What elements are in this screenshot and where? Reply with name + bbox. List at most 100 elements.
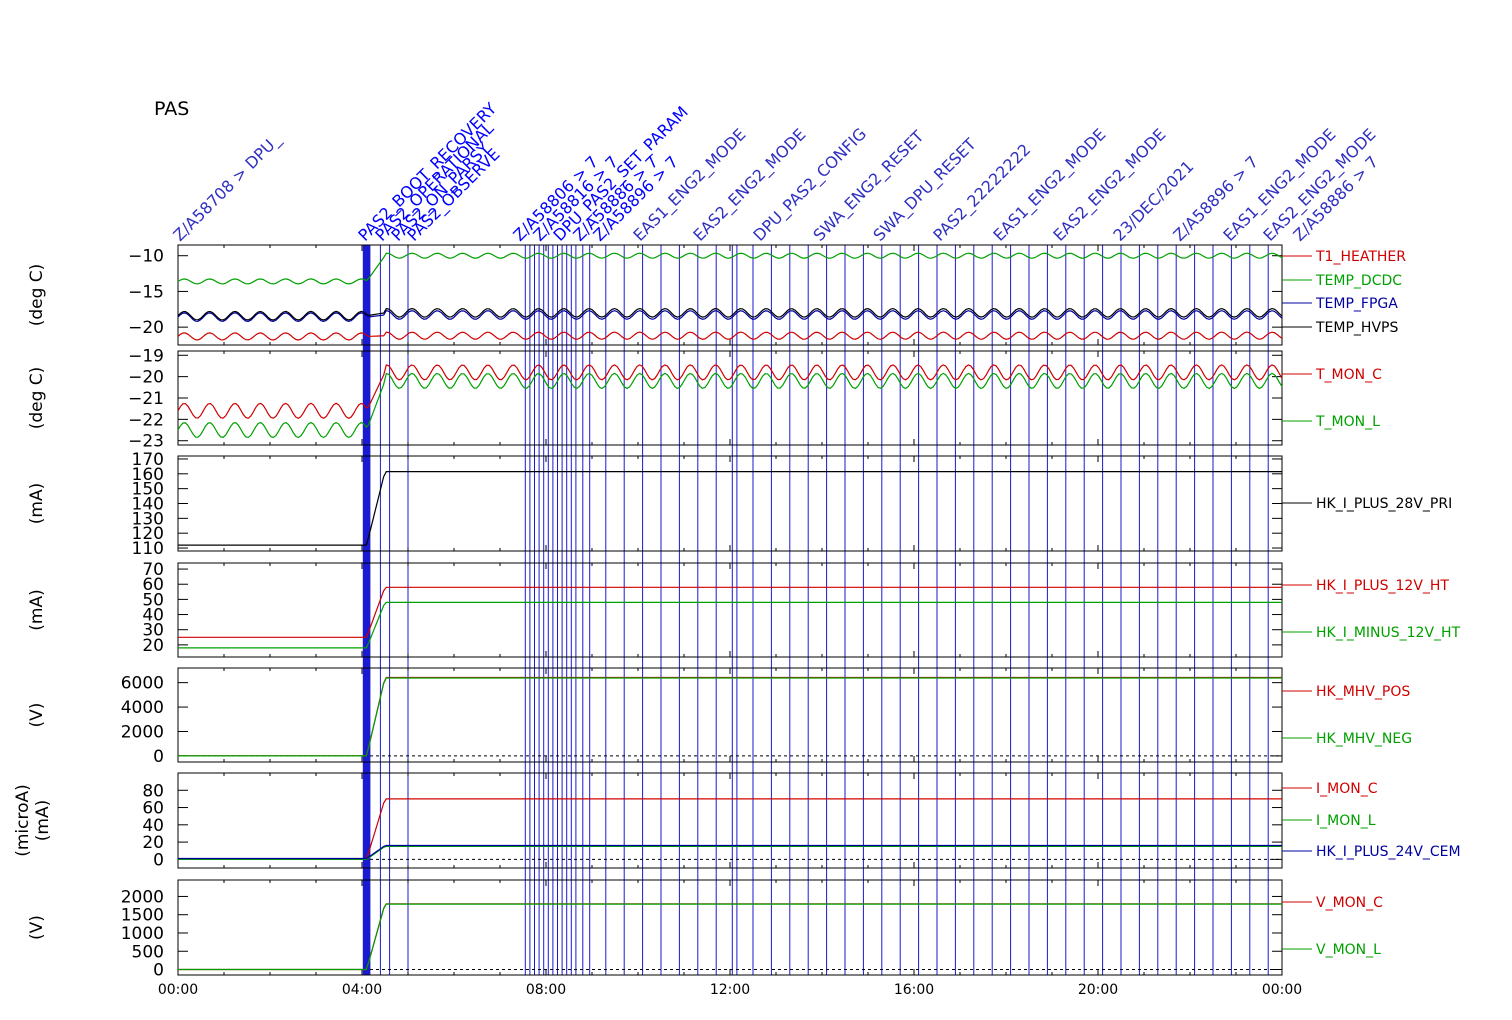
x-axis: 00:00 04:00 08:00 12:00 16:00 20:00 00:00 — [158, 982, 1302, 998]
legend-label: V_MON_C — [1316, 895, 1383, 911]
legend-label: HK_I_MINUS_12V_HT — [1316, 625, 1461, 641]
y-tick-label: 1500 — [121, 906, 164, 926]
y-tick-label: 110 — [132, 539, 164, 559]
panel-frame — [177, 879, 1283, 976]
panel-frame — [177, 244, 1283, 346]
series-line — [177, 310, 1283, 323]
y-axis-label: (deg C) — [27, 264, 47, 327]
y-tick-label: −23 — [128, 432, 164, 452]
panels-layer: −10 −15 −20 (deg C) T1_HEATHER TEMP_DCDC TEMP_… — [13, 244, 1461, 981]
y-tick-label: −10 — [128, 247, 164, 267]
series-line — [177, 364, 1283, 419]
legend-label: T_MON_L — [1315, 414, 1380, 430]
legend-label: HK_MHV_POS — [1316, 684, 1410, 700]
y-tick-label: 40 — [142, 606, 164, 626]
series-line — [178, 601, 1282, 649]
command-annotation: DPU_PAS2_CONFIG — [749, 124, 870, 245]
series-line — [177, 252, 1283, 285]
y-tick-label: 130 — [132, 509, 164, 529]
legend-label: T_MON_C — [1315, 367, 1382, 383]
y-tick-label: 20 — [142, 636, 164, 656]
panel-frame — [177, 562, 1283, 658]
y-tick-label: 500 — [132, 942, 164, 962]
panel-frame — [177, 772, 1283, 869]
y-tick-label: 80 — [142, 781, 164, 801]
y-tick-label: 170 — [132, 450, 164, 470]
y-axis-label-2: (mA) — [33, 800, 53, 841]
y-tick-label: 120 — [132, 524, 164, 544]
command-annotation: SWA_DPU_RESET — [869, 134, 980, 245]
y-tick-label: −21 — [128, 389, 164, 409]
legend-label: HK_I_PLUS_28V_PRI — [1316, 496, 1452, 512]
legend-label: HK_MHV_NEG — [1316, 731, 1412, 747]
y-tick-label: 0 — [153, 961, 164, 981]
series-line — [178, 903, 1282, 971]
y-tick-label: 4000 — [121, 698, 164, 718]
y-tick-label: 40 — [142, 816, 164, 836]
y-axis-label: (mA) — [27, 483, 47, 524]
series-line — [177, 372, 1283, 439]
y-tick-label: 0 — [153, 850, 164, 870]
series-line — [178, 903, 1282, 971]
series-line — [178, 844, 1282, 860]
y-tick-label: 0 — [153, 747, 164, 767]
series-line — [178, 677, 1282, 757]
y-tick-label: 60 — [142, 799, 164, 819]
y-axis-label: (deg C) — [27, 367, 47, 430]
y-tick-label: 140 — [132, 495, 164, 515]
y-tick-label: 60 — [142, 575, 164, 595]
command-annotation: EAS1_ENG2_MODE — [989, 125, 1110, 246]
x-tick-label: 20:00 — [1078, 982, 1118, 998]
legend-label: TEMP_HVPS — [1315, 320, 1398, 336]
panel-frame — [177, 455, 1283, 552]
y-tick-label: 70 — [142, 560, 164, 580]
legend-label: TEMP_DCDC — [1315, 273, 1402, 289]
legend-label: HK_I_PLUS_24V_CEM — [1316, 844, 1461, 860]
command-annotation: EAS2_ENG2_MODE — [1049, 125, 1170, 246]
y-tick-label: −22 — [128, 410, 164, 430]
legend-label: T1_HEATHER — [1315, 249, 1406, 265]
command-annotation: SWA_ENG2_RESET — [809, 127, 928, 246]
panel-frame — [177, 667, 1283, 763]
command-annotation: Z/A58708 > DPU_ — [169, 129, 285, 245]
panel-frame — [177, 350, 1283, 446]
command-annotation: EAS2_ENG2_MODE — [689, 125, 810, 246]
legend-label: V_MON_L — [1316, 942, 1381, 958]
chart-title: PAS — [154, 98, 190, 120]
legend-label: I_MON_L — [1316, 813, 1376, 829]
y-axis-label: (microA) — [13, 784, 33, 857]
series-line — [178, 586, 1282, 638]
y-tick-label: 160 — [132, 465, 164, 485]
x-tick-label: 08:00 — [526, 982, 566, 998]
y-tick-label: 50 — [142, 590, 164, 610]
y-tick-label: 2000 — [121, 887, 164, 907]
y-tick-label: 20 — [142, 833, 164, 853]
series-line — [178, 845, 1282, 860]
y-tick-label: −20 — [128, 318, 164, 338]
y-tick-label: 30 — [142, 621, 164, 641]
y-tick-label: −19 — [128, 346, 164, 366]
series-line — [178, 676, 1282, 757]
x-tick-label: 00:00 — [158, 982, 198, 998]
legend-label: I_MON_C — [1316, 781, 1378, 797]
series-line — [177, 307, 1283, 321]
y-tick-label: −20 — [128, 368, 164, 388]
y-tick-label: 6000 — [121, 674, 164, 694]
y-tick-label: −15 — [128, 282, 164, 302]
y-axis-label: (V) — [27, 703, 47, 728]
x-tick-label: 00:00 — [1262, 982, 1302, 998]
x-tick-label: 04:00 — [342, 982, 382, 998]
y-tick-label: 150 — [132, 480, 164, 500]
series-line — [177, 331, 1283, 341]
x-tick-label: 12:00 — [710, 982, 750, 998]
x-tick-label: 16:00 — [894, 982, 934, 998]
series-line — [178, 471, 1282, 546]
y-tick-label: 2000 — [121, 722, 164, 742]
y-axis-label: (mA) — [27, 589, 47, 630]
y-axis-label: (V) — [27, 915, 47, 940]
legend-label: TEMP_FPGA — [1315, 296, 1398, 312]
legend-label: HK_I_PLUS_12V_HT — [1316, 578, 1449, 594]
y-tick-label: 1000 — [121, 924, 164, 944]
series-line — [178, 798, 1282, 860]
